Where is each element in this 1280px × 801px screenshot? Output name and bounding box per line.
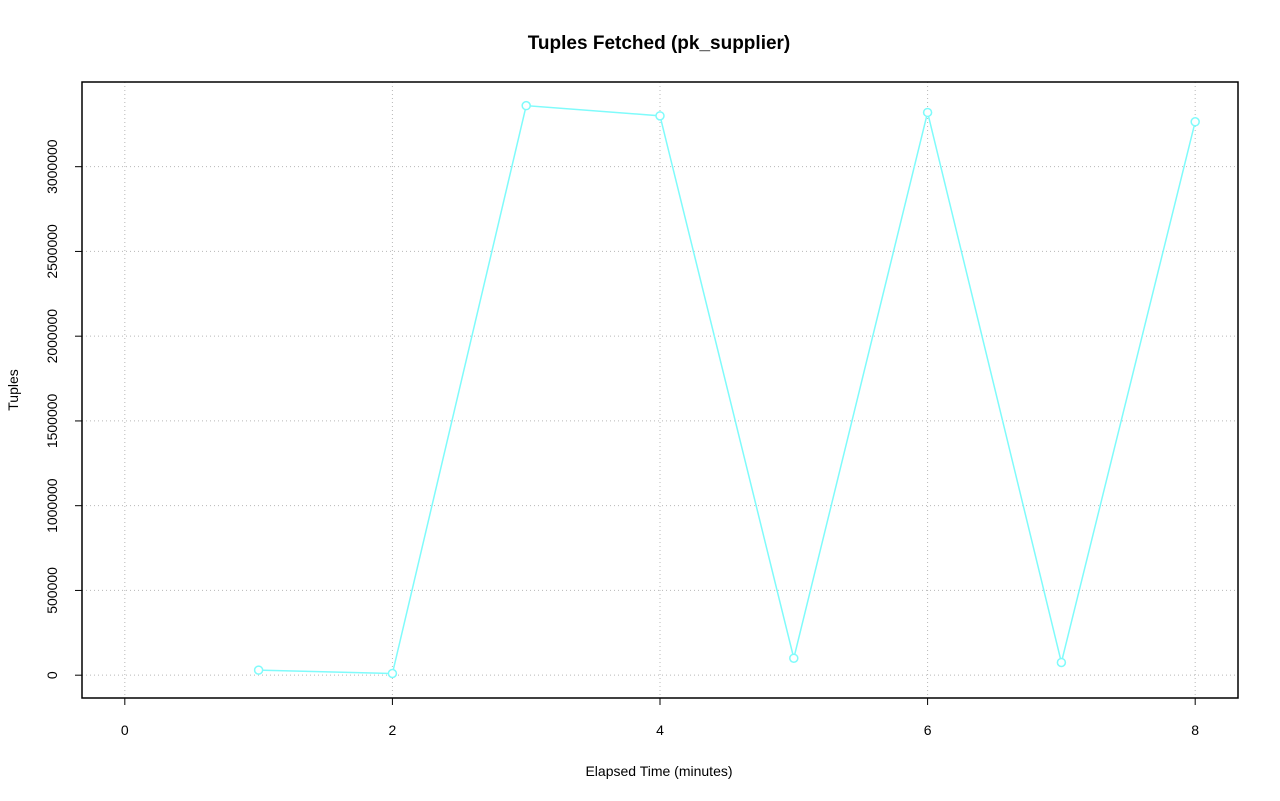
x-tick-label: 2 xyxy=(389,722,397,738)
y-tick-label: 3000000 xyxy=(44,139,60,194)
data-point xyxy=(655,111,665,121)
x-tick-label: 4 xyxy=(656,722,664,738)
y-tick-label: 2000000 xyxy=(44,309,60,364)
y-tick-label: 500000 xyxy=(44,567,60,614)
data-point xyxy=(387,668,398,679)
x-tick-label: 0 xyxy=(121,722,129,738)
chart-title: Tuples Fetched (pk_supplier) xyxy=(528,33,791,54)
y-tick-label: 2500000 xyxy=(44,224,60,279)
data-line xyxy=(258,104,1196,675)
x-tick-label: 6 xyxy=(924,722,932,738)
data-point xyxy=(253,665,264,675)
plot-frame xyxy=(81,81,1239,699)
data-point xyxy=(1190,117,1200,127)
data-point xyxy=(521,100,531,111)
y-tick-label: 1500000 xyxy=(44,393,60,448)
data-point xyxy=(922,107,933,118)
y-axis-label: Tuples xyxy=(5,369,21,411)
x-tick-label: 8 xyxy=(1191,722,1199,738)
x-axis-label: Elapsed Time (minutes) xyxy=(585,763,732,779)
data-point xyxy=(1056,657,1067,668)
data-point xyxy=(789,653,799,663)
y-tick-label: 1000000 xyxy=(44,478,60,533)
y-tick-label: 0 xyxy=(44,671,60,679)
